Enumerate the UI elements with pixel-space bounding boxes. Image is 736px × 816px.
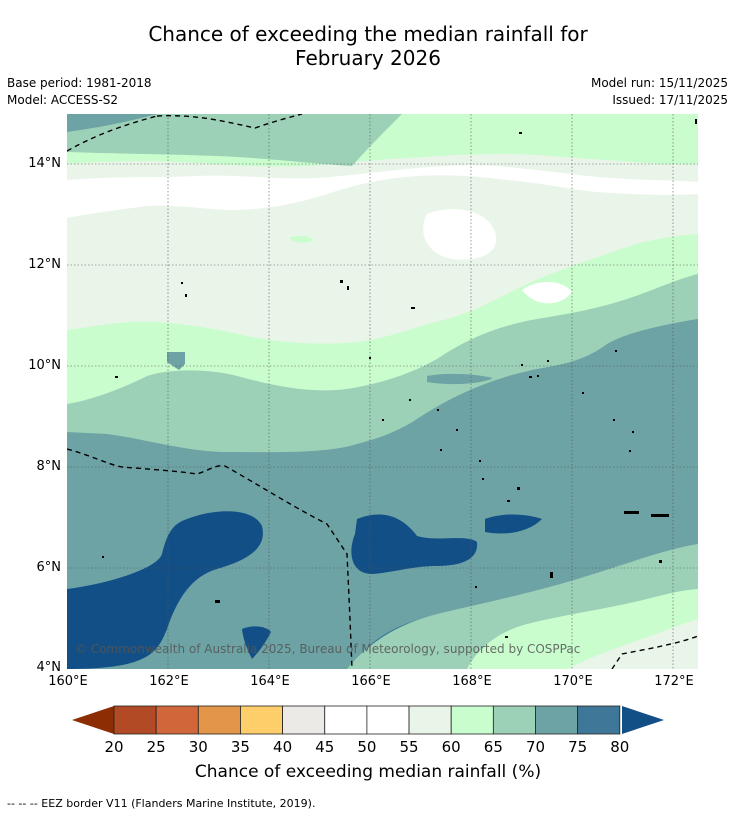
colorbar-cell bbox=[113, 705, 157, 735]
band-70-top bbox=[67, 114, 157, 132]
colorbar-tick-label: 30 bbox=[188, 738, 208, 756]
lon-label-170e: 170°E bbox=[553, 674, 593, 689]
lat-label-8n: 8°N bbox=[36, 459, 62, 474]
colorbar-cell bbox=[577, 705, 621, 735]
title-line-2: February 2026 bbox=[295, 46, 441, 70]
base-period: Base period: 1981-2018 bbox=[7, 76, 152, 90]
meta-right: Model run: 15/11/2025 Issued: 17/11/2025 bbox=[591, 75, 728, 109]
lat-label-12n: 12°N bbox=[28, 257, 61, 272]
colorbar-cells bbox=[113, 705, 621, 735]
model-name: Model: ACCESS-S2 bbox=[7, 93, 119, 107]
forecast-map: © Commonwealth of Australia 2025, Bureau… bbox=[67, 114, 698, 669]
colorbar-tick-label: 40 bbox=[273, 738, 293, 756]
title-line-1: Chance of exceeding the median rainfall … bbox=[148, 22, 588, 46]
colorbar-cell bbox=[155, 705, 199, 735]
lat-label-14n: 14°N bbox=[28, 156, 61, 171]
band-65-top bbox=[67, 114, 402, 166]
issued-date: Issued: 17/11/2025 bbox=[612, 93, 728, 107]
colorbar-cell bbox=[282, 705, 326, 735]
map-title: Chance of exceeding the median rainfall … bbox=[0, 22, 736, 70]
band-75-patch bbox=[167, 352, 185, 370]
lon-label-166e: 166°E bbox=[351, 674, 391, 689]
lon-label-168e: 168°E bbox=[452, 674, 492, 689]
lon-label-160e: 160°E bbox=[48, 674, 88, 689]
band-50-island bbox=[423, 209, 497, 260]
colorbar-tick-label: 70 bbox=[525, 738, 546, 756]
colorbar bbox=[72, 705, 664, 735]
gridlines bbox=[67, 114, 698, 669]
copyright-notice: © Commonwealth of Australia 2025, Bureau… bbox=[75, 642, 581, 656]
colorbar-min-extend bbox=[72, 706, 114, 734]
colorbar-tick-label: 80 bbox=[610, 738, 630, 756]
colorbar-cell bbox=[324, 705, 368, 735]
eez-legend-note: -- -- -- EEZ border V11 (Flanders Marine… bbox=[7, 797, 316, 810]
colorbar-tick-label: 75 bbox=[568, 738, 588, 756]
band-75-patch-2 bbox=[632, 376, 647, 404]
colorbar-cell bbox=[197, 705, 241, 735]
eez-border bbox=[67, 114, 698, 669]
colorbar-cell bbox=[366, 705, 410, 735]
band-80-blob-left bbox=[67, 511, 263, 669]
islands bbox=[102, 119, 697, 638]
model-run: Model run: 15/11/2025 bbox=[590, 76, 728, 90]
lon-label-162e: 162°E bbox=[149, 674, 189, 689]
colorbar-tick-label: 50 bbox=[357, 738, 377, 756]
colorbar-cell bbox=[450, 705, 494, 735]
band-70-patch-right bbox=[595, 319, 698, 436]
colorbar-max-extend bbox=[622, 706, 664, 734]
lon-label-172e: 172°E bbox=[654, 674, 694, 689]
colorbar-title: Chance of exceeding median rainfall (%) bbox=[194, 762, 542, 782]
lat-label-10n: 10°N bbox=[28, 358, 61, 373]
colorbar-cell bbox=[535, 705, 579, 735]
colorbar-tick-label: 65 bbox=[483, 738, 503, 756]
band-55-bottom bbox=[567, 619, 698, 669]
colorbar-tick-label: 20 bbox=[104, 738, 124, 756]
band-70-sliver bbox=[427, 373, 493, 383]
colorbar-cell bbox=[492, 705, 536, 735]
colorbar-tick-label: 25 bbox=[146, 738, 166, 756]
band-80-blob-right bbox=[485, 514, 542, 534]
map-svg bbox=[67, 114, 698, 669]
band-80-blob-mid bbox=[351, 514, 478, 574]
colorbar-tick-label: 55 bbox=[399, 738, 419, 756]
colorbar-tick-label: 45 bbox=[315, 738, 335, 756]
colorbar-cell bbox=[240, 705, 283, 735]
lat-label-6n: 6°N bbox=[36, 560, 62, 575]
colorbar-cell bbox=[408, 705, 452, 735]
colorbar-tick-label: 35 bbox=[230, 738, 250, 756]
lat-label-4n: 4°N bbox=[36, 660, 62, 675]
colorbar-tick-label: 60 bbox=[441, 738, 461, 756]
lon-label-164e: 164°E bbox=[250, 674, 290, 689]
band-50-patch-right bbox=[522, 281, 572, 304]
meta-left: Base period: 1981-2018 Model: ACCESS-S2 bbox=[7, 75, 152, 109]
band-80-blob-small bbox=[242, 626, 271, 659]
band-60-patch bbox=[289, 235, 313, 243]
